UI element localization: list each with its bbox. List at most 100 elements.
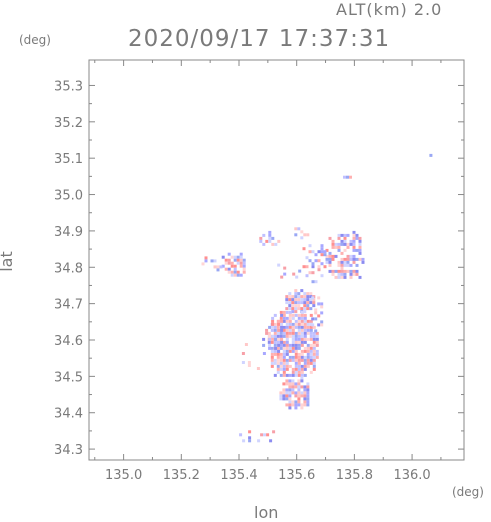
echo-cell xyxy=(291,346,295,350)
echo-cell xyxy=(285,295,289,299)
echo-cell xyxy=(294,400,298,404)
echo-cell xyxy=(285,298,289,302)
echo-cell xyxy=(306,358,310,362)
echo-cell xyxy=(265,331,269,335)
echo-cell xyxy=(270,352,274,356)
echo-cell xyxy=(297,304,301,308)
echo-cell xyxy=(285,403,289,407)
echo-cell xyxy=(288,394,292,398)
echo-cell xyxy=(236,273,240,277)
y-axis-unit: (deg) xyxy=(19,33,51,47)
echo-cell xyxy=(285,346,289,350)
echo-cell xyxy=(300,328,304,332)
echo-cell xyxy=(274,337,278,341)
echo-cell xyxy=(308,250,312,254)
echo-cell xyxy=(230,264,234,268)
echo-cell xyxy=(352,239,356,243)
echo-cell xyxy=(300,373,304,377)
echo-cell xyxy=(294,382,298,386)
echo-cell xyxy=(282,382,286,386)
echo-cell xyxy=(349,263,353,267)
echo-cell xyxy=(273,331,277,335)
echo-cell xyxy=(315,352,319,356)
echo-cell xyxy=(271,337,275,341)
echo-cell xyxy=(274,242,278,246)
echo-cell xyxy=(268,337,272,341)
echo-cell xyxy=(300,316,304,320)
echo-cell xyxy=(303,328,307,332)
echo-cell xyxy=(282,391,286,395)
echo-cell xyxy=(273,373,277,377)
echo-cell xyxy=(285,391,289,395)
echo-layer xyxy=(201,153,433,443)
echo-cell xyxy=(352,248,356,252)
echo-cell xyxy=(300,325,304,329)
echo-cell xyxy=(320,311,324,315)
echo-cell xyxy=(306,233,310,237)
echo-cell xyxy=(282,334,286,338)
echo-cell xyxy=(331,242,335,246)
echo-cell xyxy=(262,233,266,237)
echo-cell xyxy=(309,358,313,362)
echo-cell xyxy=(303,364,307,368)
echo-cell xyxy=(285,340,289,344)
echo-cell xyxy=(315,334,319,338)
echo-cell xyxy=(294,331,298,335)
echo-cell xyxy=(291,370,295,374)
echo-cell xyxy=(291,301,295,305)
echo-cell xyxy=(291,304,295,308)
echo-cell xyxy=(300,295,304,299)
echo-cell xyxy=(288,325,292,329)
echo-cell xyxy=(233,264,237,268)
echo-cell xyxy=(306,322,310,326)
echo-cell xyxy=(297,340,301,344)
echo-cell xyxy=(303,331,307,335)
echo-cell xyxy=(343,257,347,261)
echo-cell xyxy=(291,343,295,347)
echo-cell xyxy=(314,308,318,312)
x-axis-unit: (deg) xyxy=(452,485,484,499)
echo-cell xyxy=(306,385,310,389)
y-tick-label: 35.2 xyxy=(54,116,83,131)
altitude-label: ALT(km) 2.0 xyxy=(336,0,443,19)
echo-cell xyxy=(244,343,248,346)
echo-cell xyxy=(346,245,350,249)
echo-cell xyxy=(306,394,310,398)
echo-cell xyxy=(285,334,289,338)
echo-cell xyxy=(239,255,243,259)
echo-cell xyxy=(315,343,319,347)
echo-cell xyxy=(282,325,286,329)
echo-cell xyxy=(282,370,286,374)
echo-cell xyxy=(288,382,292,386)
echo-cell xyxy=(288,346,292,350)
echo-cell xyxy=(291,331,295,335)
echo-cell xyxy=(294,292,298,296)
echo-cell xyxy=(312,346,316,350)
echo-cell xyxy=(280,319,284,323)
echo-cell xyxy=(340,251,344,255)
echo-cell xyxy=(349,269,353,273)
echo-cell xyxy=(291,358,295,362)
echo-cell xyxy=(320,323,324,327)
echo-cell xyxy=(285,301,289,305)
echo-cell xyxy=(294,301,298,305)
echo-cell xyxy=(279,373,283,377)
echo-cell xyxy=(291,316,295,320)
echo-cell xyxy=(306,397,310,401)
echo-cell xyxy=(337,275,341,279)
echo-cell xyxy=(288,373,292,377)
echo-cell xyxy=(277,328,281,332)
echo-cell xyxy=(300,331,304,335)
echo-cell xyxy=(294,337,298,341)
echo-cell xyxy=(273,349,277,353)
echo-cell xyxy=(227,267,231,271)
echo-cell xyxy=(294,346,298,350)
echo-cell xyxy=(346,269,350,273)
echo-cell xyxy=(328,260,332,264)
echo-cell xyxy=(334,269,338,273)
echo-cell xyxy=(320,274,324,278)
echo-cell xyxy=(219,265,223,269)
echo-cell xyxy=(343,260,347,264)
echo-cell xyxy=(355,272,359,276)
echo-cell xyxy=(297,367,301,371)
